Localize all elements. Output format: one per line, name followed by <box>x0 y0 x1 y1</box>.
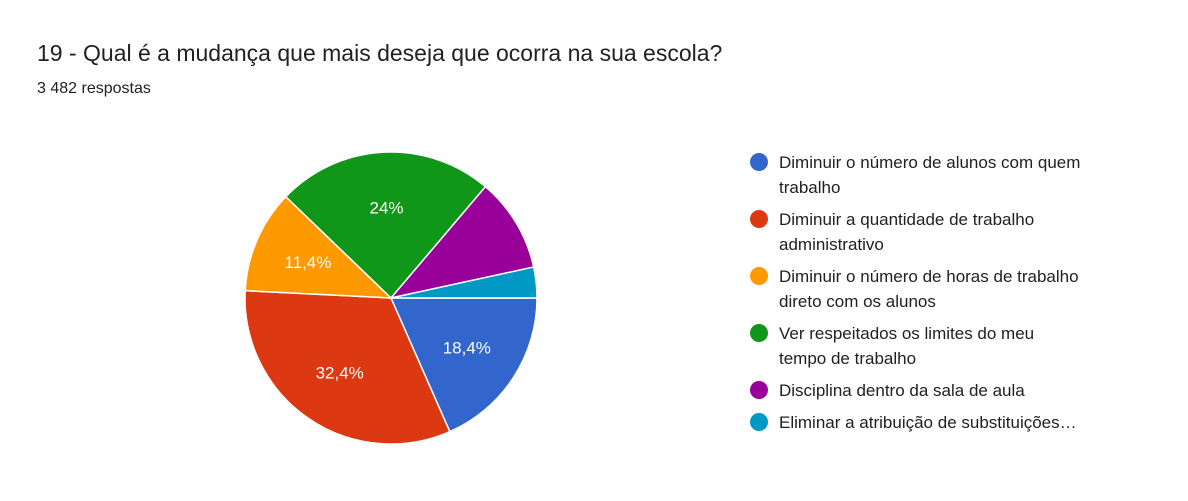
pie-slice-2[interactable] <box>244 195 393 299</box>
legend-item-0[interactable]: Diminuir o número de alunos com quem trab… <box>750 150 1150 200</box>
legend-label: Diminuir o número de horas de trabalho <box>779 267 1079 286</box>
legend-swatch-icon <box>750 381 768 399</box>
legend-swatch-icon <box>750 413 768 431</box>
legend-label: Diminuir a quantidade de trabalho <box>779 210 1035 229</box>
legend-item-3[interactable]: Ver respeitados os limites do meu tempo d… <box>750 321 1150 371</box>
legend-label: Diminuir o número de alunos com quem <box>779 153 1081 172</box>
slice-label-3: 24% <box>369 199 403 218</box>
slice-label-2: 11,4% <box>284 253 331 272</box>
legend-item-1[interactable]: Diminuir a quantidade de trabalho adminis… <box>750 207 1150 257</box>
legend-swatch-icon <box>750 267 768 285</box>
pie-slice-1[interactable] <box>244 289 451 445</box>
slice-label-0: 18,4% <box>443 339 491 358</box>
chart-title: 19 - Qual é a mudança que mais deseja qu… <box>37 40 723 66</box>
legend-swatch-icon <box>750 210 768 228</box>
legend-label: Disciplina dentro da sala de aula <box>779 381 1025 400</box>
legend-item-4[interactable]: Disciplina dentro da sala de aula <box>750 378 1150 403</box>
legend-swatch-icon <box>750 153 768 171</box>
pie-slice-0[interactable] <box>389 297 538 433</box>
legend-label: tempo de trabalho <box>779 349 917 368</box>
legend-item-2[interactable]: Diminuir o número de horas de trabalho di… <box>750 264 1150 314</box>
legend-label: administrativo <box>779 235 884 254</box>
legend-label: trabalho <box>779 178 841 197</box>
legend-swatch-icon <box>750 324 768 342</box>
pie-slice-4[interactable] <box>388 185 535 300</box>
legend-label: Ver respeitados os limites do meu <box>779 324 1035 343</box>
slice-label-1: 32,4% <box>316 364 364 383</box>
legend-item-5[interactable]: Eliminar a atribuição de substituições… <box>750 410 1150 435</box>
response-count: 3 482 respostas <box>37 80 151 97</box>
chart-legend: Diminuir o número de alunos com quem trab… <box>750 150 1150 442</box>
pie-slice-3[interactable] <box>284 151 487 300</box>
legend-label: direto com os alunos <box>779 292 936 311</box>
pie-slice-5[interactable] <box>390 266 538 299</box>
legend-label: Eliminar a atribuição de substituições… <box>779 413 1077 432</box>
